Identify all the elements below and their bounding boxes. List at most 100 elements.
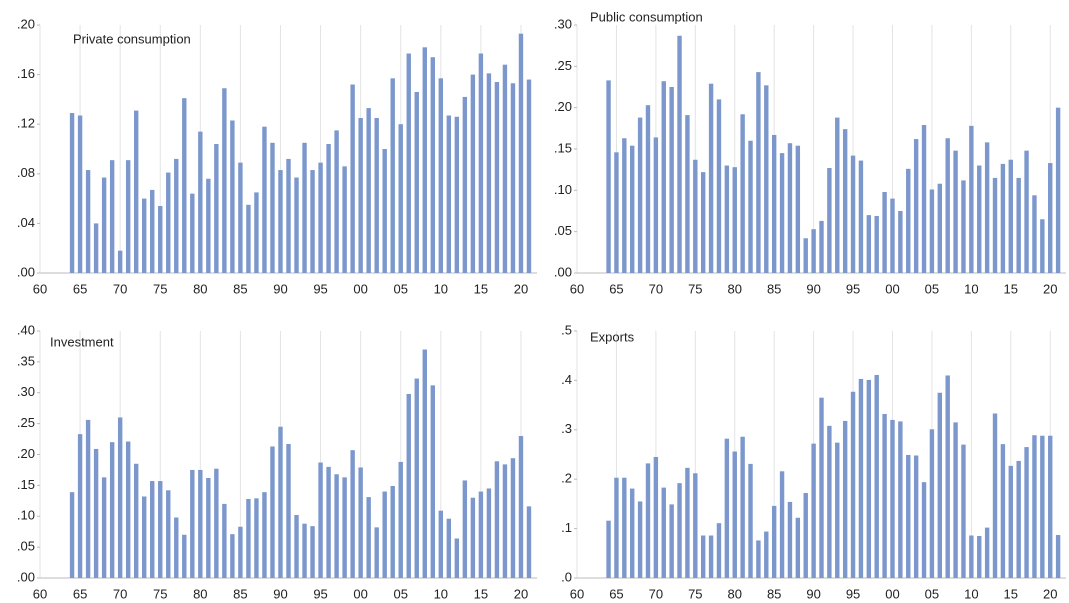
- bar: [835, 117, 840, 273]
- bar: [422, 47, 427, 273]
- bar: [101, 477, 107, 578]
- y-tick-label: .05: [17, 539, 35, 554]
- bar: [518, 33, 524, 274]
- bar: [1040, 435, 1045, 578]
- x-tick-label: 85: [233, 586, 247, 601]
- bar: [262, 492, 267, 578]
- bar: [929, 429, 935, 578]
- bar: [230, 120, 235, 273]
- chart-title: Exports: [590, 329, 635, 344]
- bar: [614, 152, 619, 273]
- y-tick-label: .30: [554, 16, 572, 31]
- bar: [133, 110, 139, 273]
- bar: [422, 349, 427, 578]
- bar: [77, 115, 83, 274]
- bar: [246, 204, 251, 273]
- bar: [494, 82, 500, 273]
- bar: [142, 198, 147, 273]
- bar: [606, 520, 611, 578]
- bar: [898, 211, 903, 273]
- bar: [310, 170, 315, 273]
- bar: [150, 481, 155, 578]
- x-tick-label: 75: [153, 586, 167, 601]
- bar: [1008, 465, 1013, 578]
- bar: [803, 238, 808, 273]
- y-tick-label: .08: [17, 165, 35, 180]
- x-tick-label: 90: [806, 281, 820, 296]
- bar: [708, 83, 714, 274]
- y-tick-label: .0: [561, 569, 572, 584]
- bar: [198, 131, 203, 273]
- bar: [827, 168, 832, 273]
- bar: [906, 454, 911, 578]
- x-tick-label: 10: [964, 586, 978, 601]
- bar: [454, 116, 460, 273]
- bar: [827, 425, 832, 578]
- bar: [850, 155, 856, 273]
- bar: [866, 379, 872, 578]
- bar: [645, 463, 651, 578]
- x-tick-label: 65: [73, 281, 87, 296]
- bar: [937, 183, 943, 273]
- x-tick-label: 20: [514, 281, 528, 296]
- bar: [238, 526, 243, 578]
- bar: [890, 419, 895, 578]
- bar: [1024, 150, 1029, 273]
- bar: [93, 448, 99, 578]
- bar: [326, 466, 331, 578]
- bar: [732, 167, 737, 273]
- bar: [278, 426, 283, 578]
- x-tick-label: 00: [885, 586, 899, 601]
- bar: [811, 443, 816, 578]
- bar: [190, 193, 195, 273]
- bar: [858, 160, 864, 273]
- x-tick-label: 20: [514, 586, 528, 601]
- bar: [953, 150, 958, 273]
- bar: [374, 527, 379, 578]
- bar: [262, 126, 267, 274]
- y-tick-label: .04: [17, 215, 35, 230]
- x-tick-label: 10: [434, 586, 448, 601]
- x-tick-label: 85: [233, 281, 247, 296]
- bar: [69, 492, 75, 578]
- bar: [700, 172, 706, 273]
- bar: [278, 170, 283, 273]
- bar: [93, 223, 99, 273]
- y-tick-label: .2: [561, 471, 572, 486]
- bar: [850, 391, 856, 578]
- bar: [342, 166, 347, 273]
- bar: [310, 526, 315, 578]
- bar: [470, 497, 476, 578]
- bar: [526, 506, 532, 578]
- bar: [835, 442, 840, 578]
- bar: [630, 488, 635, 578]
- x-tick-label: 65: [609, 586, 623, 601]
- bar: [158, 481, 163, 578]
- bar: [984, 142, 990, 273]
- bar: [1016, 177, 1021, 273]
- bar: [374, 118, 379, 273]
- bar: [992, 177, 998, 273]
- x-tick-label: 75: [153, 281, 167, 296]
- bar: [819, 397, 824, 578]
- bar: [1024, 447, 1029, 578]
- bar: [882, 191, 887, 273]
- x-tick-label: 95: [313, 586, 327, 601]
- bar: [109, 160, 115, 273]
- bar: [318, 162, 323, 273]
- x-tick-label: 20: [1043, 281, 1057, 296]
- bar: [85, 419, 91, 578]
- bar: [206, 477, 211, 578]
- bar: [882, 413, 887, 578]
- y-tick-label: .3: [561, 421, 572, 436]
- bar: [358, 467, 363, 578]
- bar: [724, 165, 730, 273]
- bar: [270, 446, 275, 578]
- bar: [486, 73, 492, 273]
- bar: [716, 523, 722, 578]
- x-tick-label: 00: [353, 586, 367, 601]
- bar: [740, 114, 745, 273]
- bar: [438, 510, 444, 578]
- bar: [779, 471, 785, 578]
- bar: [254, 498, 259, 578]
